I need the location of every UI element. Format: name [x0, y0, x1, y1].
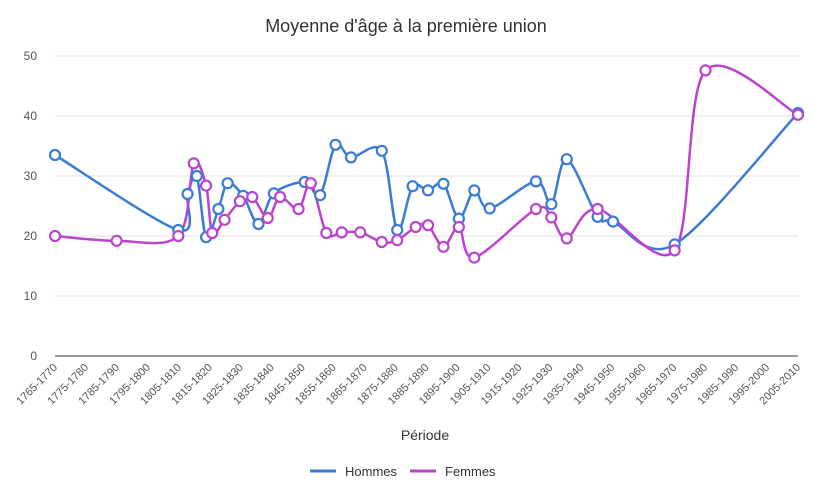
data-point-femmes[interactable] [335, 226, 348, 239]
data-point-hommes[interactable] [344, 151, 358, 164]
data-point-femmes[interactable] [391, 234, 404, 247]
data-point-hommes[interactable] [212, 202, 225, 216]
data-point-femmes[interactable] [591, 202, 604, 216]
data-point-femmes[interactable] [354, 226, 367, 239]
data-point-femmes[interactable] [668, 244, 681, 257]
data-point-hommes[interactable] [560, 153, 573, 166]
legend[interactable]: Hommes Femmes [310, 464, 496, 479]
data-point-femmes[interactable] [452, 220, 465, 234]
y-tick-label: 30 [24, 169, 38, 183]
y-tick-label: 50 [24, 49, 38, 63]
chart-title: Moyenne d'âge à la première union [265, 16, 547, 36]
data-point-hommes[interactable] [529, 175, 543, 188]
data-point-hommes[interactable] [181, 187, 194, 201]
data-point-femmes[interactable] [560, 232, 573, 245]
legend-label-hommes: Hommes [345, 464, 398, 479]
data-point-femmes[interactable] [273, 190, 287, 204]
series-points [48, 64, 805, 264]
legend-label-femmes: Femmes [445, 464, 496, 479]
data-point-femmes[interactable] [187, 157, 200, 170]
y-tick-label: 0 [30, 349, 37, 363]
data-point-femmes[interactable] [218, 213, 231, 226]
data-point-femmes[interactable] [545, 211, 558, 224]
data-point-femmes[interactable] [529, 202, 543, 216]
data-point-hommes[interactable] [421, 184, 435, 197]
data-point-hommes[interactable] [391, 223, 404, 237]
data-point-hommes[interactable] [437, 177, 450, 190]
data-point-femmes[interactable] [437, 240, 450, 253]
y-tick-label: 20 [24, 229, 38, 243]
data-point-femmes[interactable] [699, 64, 712, 77]
data-point-hommes[interactable] [190, 169, 203, 183]
data-point-femmes[interactable] [233, 195, 247, 208]
data-point-hommes[interactable] [606, 215, 620, 228]
data-point-femmes[interactable] [468, 251, 481, 264]
series-points-femmes [48, 64, 805, 264]
data-point-hommes[interactable] [483, 202, 496, 215]
data-point-femmes[interactable] [292, 202, 305, 216]
series-points-hommes [48, 106, 805, 251]
data-point-femmes[interactable] [304, 177, 317, 190]
data-point-femmes[interactable] [375, 235, 388, 249]
data-point-hommes[interactable] [221, 177, 234, 190]
data-point-hommes[interactable] [545, 198, 558, 211]
data-point-hommes[interactable] [252, 217, 265, 231]
x-axis-ticks: 1765-17701775-17801785-17901795-18001805… [14, 362, 803, 408]
data-point-femmes[interactable] [421, 219, 435, 232]
data-point-hommes[interactable] [329, 138, 342, 151]
data-point-femmes[interactable] [261, 211, 274, 225]
legend-item-femmes[interactable]: Femmes [410, 464, 496, 479]
y-axis-ticks: 0 10 20 30 40 50 [24, 49, 38, 363]
data-point-femmes[interactable] [791, 108, 805, 121]
data-point-femmes[interactable] [320, 226, 333, 240]
data-point-femmes[interactable] [199, 179, 213, 192]
data-point-hommes[interactable] [406, 180, 419, 193]
grid-lines [55, 55, 798, 357]
data-point-femmes[interactable] [172, 229, 185, 243]
data-point-femmes[interactable] [48, 229, 62, 243]
data-point-femmes[interactable] [110, 234, 123, 247]
data-point-femmes[interactable] [409, 220, 422, 234]
x-axis-label: Période [401, 427, 449, 443]
y-tick-label: 40 [24, 109, 38, 123]
data-point-femmes[interactable] [246, 190, 259, 204]
legend-item-hommes[interactable]: Hommes [310, 464, 398, 479]
data-point-femmes[interactable] [206, 226, 219, 240]
data-point-hommes[interactable] [314, 189, 327, 202]
y-tick-label: 10 [24, 289, 38, 303]
data-point-hommes[interactable] [468, 184, 481, 197]
data-point-hommes[interactable] [375, 144, 388, 157]
data-point-hommes[interactable] [48, 148, 62, 162]
